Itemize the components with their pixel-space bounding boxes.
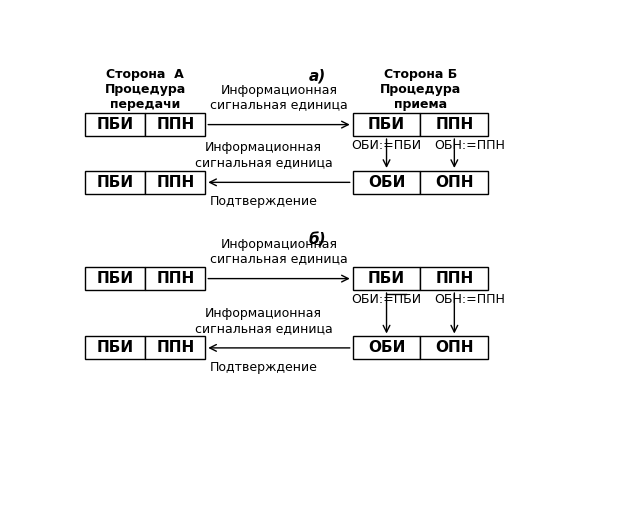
Bar (86, 171, 145, 194)
Text: ППН: ППН (156, 271, 195, 286)
Bar (420, 267, 489, 290)
Text: ОПН: ОПН (435, 175, 474, 190)
Text: ОБИ: ОБИ (368, 340, 405, 355)
Text: ППН: ППН (156, 117, 195, 132)
Text: ППН: ППН (156, 340, 195, 355)
Text: ПБИ: ПБИ (97, 340, 134, 355)
Text: ППН: ППН (156, 175, 195, 190)
Text: Информационная
сигнальная единица: Информационная сигнальная единица (195, 307, 332, 335)
Bar (145, 171, 205, 194)
Bar (420, 113, 489, 136)
Text: Информационная
сигнальная единица: Информационная сигнальная единица (210, 83, 348, 111)
Text: а): а) (309, 68, 326, 83)
Text: ОБИ:=ПБИ: ОБИ:=ПБИ (352, 293, 422, 306)
Bar (145, 337, 205, 360)
Bar (86, 113, 145, 136)
Text: ПБИ: ПБИ (97, 175, 134, 190)
Bar (353, 337, 420, 360)
Text: Подтверждение: Подтверждение (210, 195, 317, 208)
Bar (86, 267, 145, 290)
Text: ППН: ППН (435, 117, 474, 132)
Text: ПБИ: ПБИ (97, 117, 134, 132)
Bar (353, 113, 420, 136)
Text: Сторона  А
Процедура
передачи: Сторона А Процедура передачи (105, 68, 186, 111)
Text: ПБИ: ПБИ (97, 271, 134, 286)
Bar (145, 113, 205, 136)
Bar (420, 337, 489, 360)
Text: Информационная
сигнальная единица: Информационная сигнальная единица (210, 237, 348, 266)
Bar (86, 337, 145, 360)
Bar (420, 171, 489, 194)
Text: ПБИ: ПБИ (368, 117, 405, 132)
Text: ПБИ: ПБИ (368, 271, 405, 286)
Bar (145, 267, 205, 290)
Text: Сторона Б
Процедура
приема: Сторона Б Процедура приема (380, 68, 461, 111)
Text: ОБИ: ОБИ (368, 175, 405, 190)
Text: ОБН:=ППН: ОБН:=ППН (435, 293, 505, 306)
Text: ОБН:=ППН: ОБН:=ППН (435, 139, 505, 152)
Bar (353, 267, 420, 290)
Text: ППН: ППН (435, 271, 474, 286)
Text: ОБИ:=ПБИ: ОБИ:=ПБИ (352, 139, 422, 152)
Bar (353, 171, 420, 194)
Text: б): б) (309, 233, 327, 248)
Text: Подтверждение: Подтверждение (210, 361, 317, 374)
Text: Информационная
сигнальная единица: Информационная сигнальная единица (195, 141, 332, 169)
Text: ОПН: ОПН (435, 340, 474, 355)
